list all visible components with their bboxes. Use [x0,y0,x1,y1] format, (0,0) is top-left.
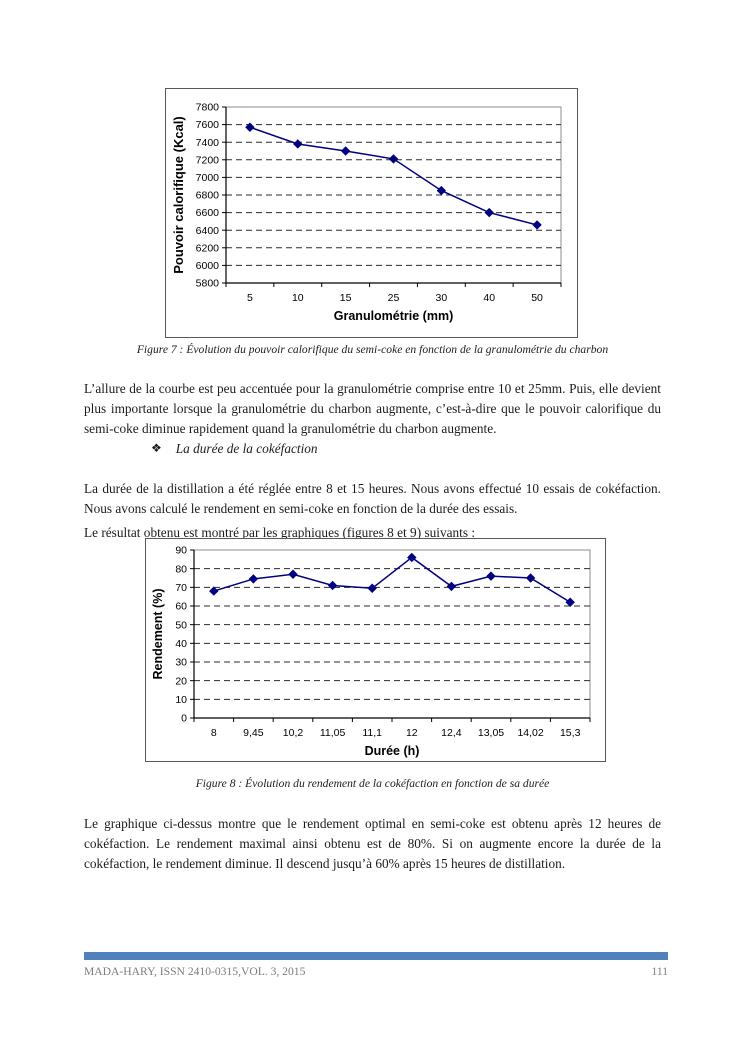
svg-text:6800: 6800 [196,190,220,202]
svg-text:20: 20 [175,675,187,687]
footer-page-number: 111 [651,965,668,978]
svg-text:90: 90 [175,545,187,557]
svg-text:40: 40 [175,638,187,650]
svg-text:11,1: 11,1 [362,727,382,739]
svg-text:Rendement (%): Rendement (%) [151,589,165,680]
svg-text:6200: 6200 [196,242,220,254]
svg-text:30: 30 [175,657,187,669]
svg-text:13,05: 13,05 [478,727,504,739]
svg-text:15: 15 [340,292,352,304]
section-bullet-label: La durée de la cokéfaction [175,441,318,456]
svg-text:5800: 5800 [196,278,220,290]
svg-text:10: 10 [292,292,304,304]
svg-text:Pouvoir calorifique (Kcal): Pouvoir calorifique (Kcal) [171,116,186,273]
footer: MADA-HARY, ISSN 2410-0315,VOL. 3, 2015 1… [84,965,668,978]
svg-text:6400: 6400 [196,225,220,237]
svg-text:7400: 7400 [196,137,220,149]
svg-text:7000: 7000 [196,172,220,184]
footer-journal: MADA-HARY, ISSN 2410-0315,VOL. 3, 2015 [84,965,306,978]
svg-text:7200: 7200 [196,154,220,166]
svg-text:50: 50 [531,292,543,304]
svg-text:7800: 7800 [196,102,220,114]
svg-text:9,45: 9,45 [243,727,264,739]
svg-text:10: 10 [175,694,187,706]
svg-text:40: 40 [483,292,495,304]
svg-text:Durée (h): Durée (h) [365,744,420,758]
svg-text:12,4: 12,4 [441,727,462,739]
svg-text:12: 12 [406,727,418,739]
svg-text:15,3: 15,3 [560,727,581,739]
svg-text:11,05: 11,05 [320,727,346,739]
svg-text:6000: 6000 [196,260,220,272]
svg-text:10,2: 10,2 [283,727,304,739]
figure8-chart: 0 10 20 30 40 50 60 70 80 90 8 9,45 10,2 11,05 11,1 12 1… [145,538,606,762]
diamond-bullet-icon: ❖ [151,441,162,455]
svg-text:0: 0 [181,713,187,725]
paragraph-duree: La durée de la distillation a été réglée… [84,481,661,517]
svg-text:Granulométrie (mm): Granulométrie (mm) [334,309,453,323]
svg-text:5: 5 [247,292,253,304]
svg-text:70: 70 [175,582,187,594]
paragraph-granulometrie: L’allure de la courbe est peu accentuée … [84,381,661,437]
svg-text:30: 30 [436,292,448,304]
svg-text:25: 25 [388,292,400,304]
figure7-caption: Figure 7 : Évolution du pouvoir calorifi… [136,343,609,356]
paragraph-rendement: Le graphique ci-dessus montre que le ren… [84,816,661,872]
figure7-chart: 5800 6000 6200 6400 6600 6800 7000 7200 7400 7600… [165,88,578,338]
paragraph-resultat: Le résultat obtenu est montré par les gr… [84,525,476,541]
svg-text:8: 8 [211,727,217,739]
svg-text:50: 50 [175,619,187,631]
section-bullet: ❖ La durée de la cokéfaction [151,441,318,457]
svg-text:7600: 7600 [196,119,220,131]
svg-text:6600: 6600 [196,207,220,219]
svg-text:14,02: 14,02 [517,727,543,739]
figure8-caption: Figure 8 : Évolution du rendement de la … [195,777,550,790]
svg-text:80: 80 [175,563,187,575]
footer-divider-bar [84,952,668,960]
svg-text:60: 60 [175,601,187,613]
